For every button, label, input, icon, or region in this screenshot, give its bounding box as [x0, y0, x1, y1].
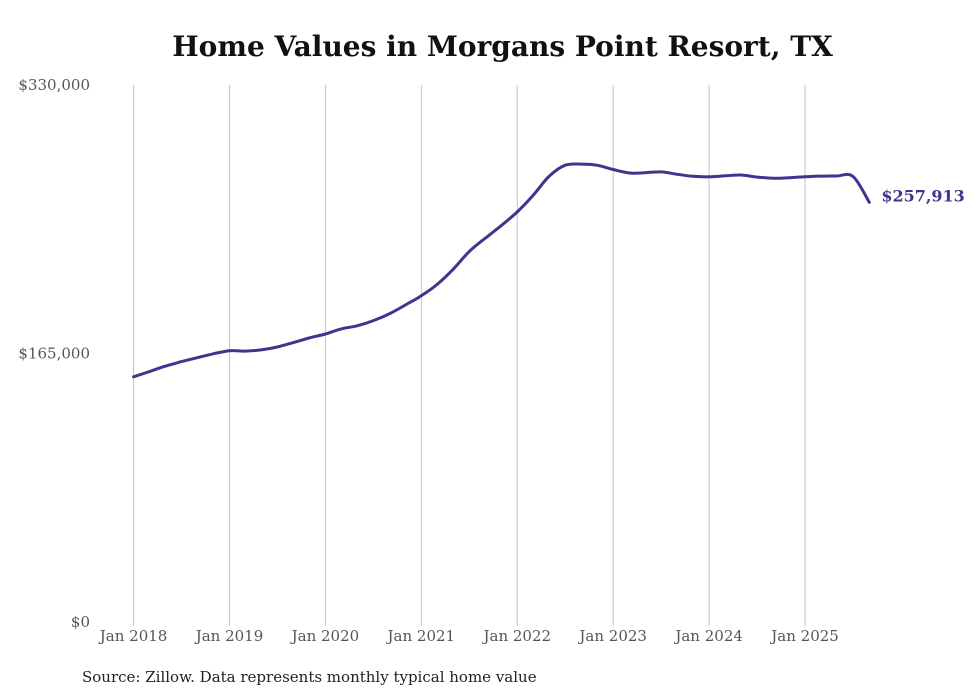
x-tick-label: Jan 2018 — [98, 627, 168, 645]
series-line — [132, 162, 871, 379]
chart-title: Home Values in Morgans Point Resort, TX — [172, 30, 833, 63]
y-tick-label: $165,000 — [18, 345, 90, 363]
y-tick-label: $330,000 — [18, 76, 90, 94]
x-tick-label: Jan 2019 — [194, 627, 264, 645]
series-lines — [132, 162, 871, 379]
x-tick-label: Jan 2020 — [290, 627, 360, 645]
grid-lines — [133, 85, 806, 626]
last-value-label: $257,913 — [881, 186, 965, 205]
x-tick-label: Jan 2024 — [673, 627, 743, 645]
y-tick-label: $0 — [71, 613, 90, 631]
x-tick-label: Jan 2021 — [386, 627, 456, 645]
source-note: Source: Zillow. Data represents monthly … — [82, 668, 537, 686]
x-tick-label: Jan 2023 — [577, 627, 647, 645]
x-axis-ticks: Jan 2018 Jan 2019 Jan 2020 Jan 2021 Jan 2022… — [98, 627, 839, 645]
y-axis-ticks: $0 $165,000 $330,000 — [18, 76, 90, 631]
x-tick-label: Jan 2025 — [769, 627, 839, 645]
x-tick-label: Jan 2022 — [481, 627, 551, 645]
